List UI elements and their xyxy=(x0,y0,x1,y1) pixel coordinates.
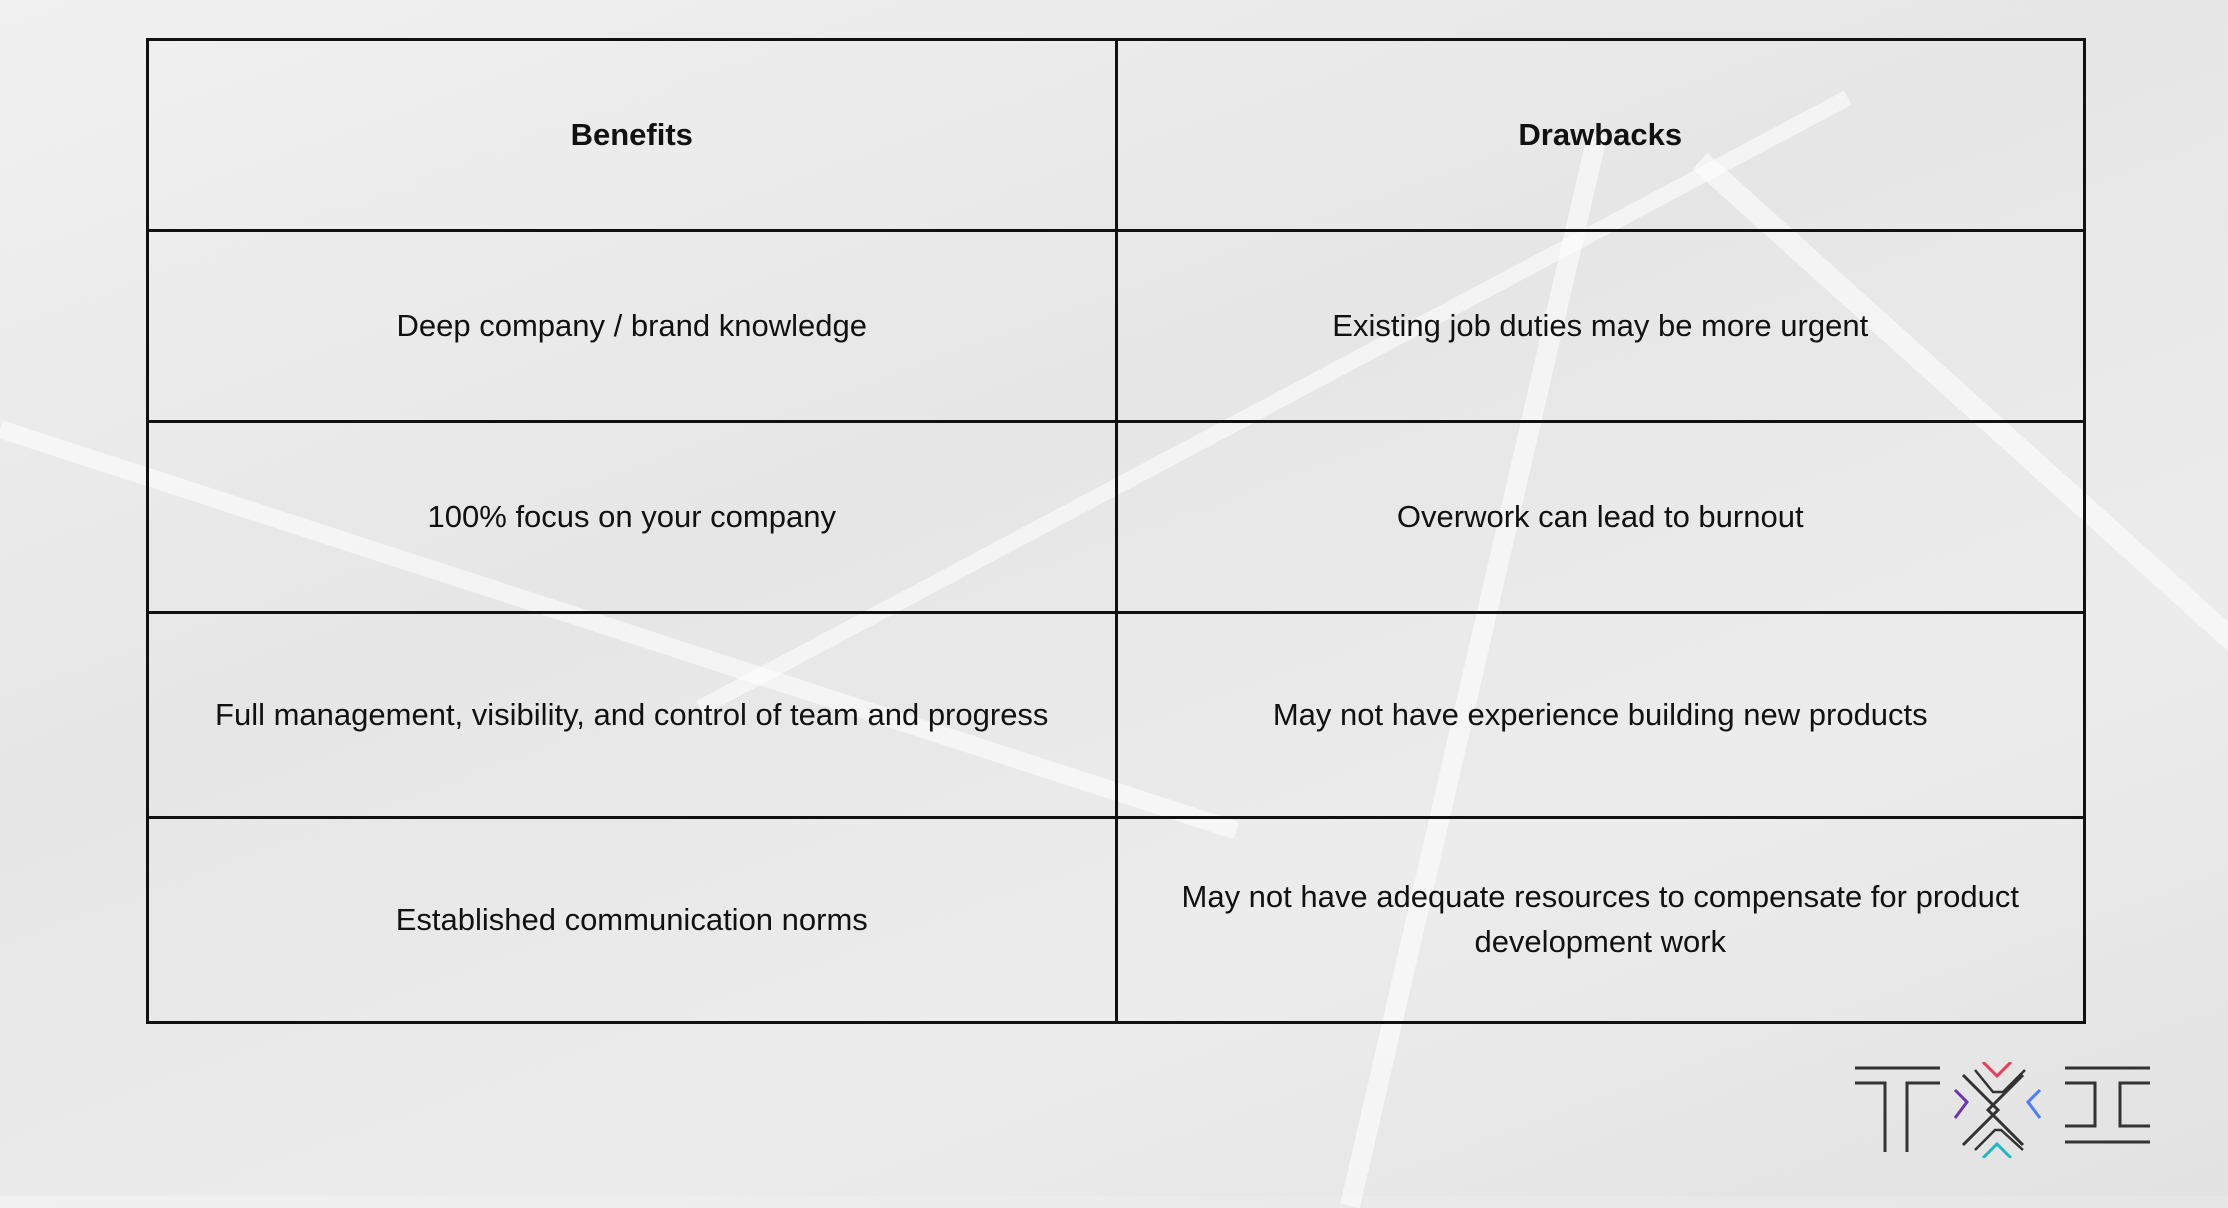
drawback-cell: May not have adequate resources to compe… xyxy=(1114,816,2086,1024)
drawback-cell: Existing job duties may be more urgent xyxy=(1114,229,2086,423)
drawback-cell: May not have experience building new pro… xyxy=(1114,611,2086,819)
benefits-drawbacks-table: Benefits Drawbacks Deep company / brand … xyxy=(146,38,2086,1024)
benefit-cell: Deep company / brand knowledge xyxy=(146,229,1118,423)
table-row: Established communication norms May not … xyxy=(146,816,2086,1024)
table-row: 100% focus on your company Overwork can … xyxy=(146,420,2086,614)
logo-top-chevron xyxy=(1981,1062,2013,1079)
benefit-cell: 100% focus on your company xyxy=(146,420,1118,614)
txc-logo xyxy=(1855,1062,2150,1158)
header-benefits: Benefits xyxy=(146,38,1118,232)
logo-left-chevron xyxy=(1953,1088,1969,1119)
drawback-cell: Overwork can lead to burnout xyxy=(1114,420,2086,614)
table-row: Full management, visibility, and control… xyxy=(146,611,2086,819)
benefit-cell: Established communication norms xyxy=(146,816,1118,1024)
header-drawbacks: Drawbacks xyxy=(1114,38,2086,232)
logo-bottom-chevron xyxy=(1981,1141,2013,1158)
table-header-row: Benefits Drawbacks xyxy=(146,38,2086,232)
table-row: Deep company / brand knowledge Existing … xyxy=(146,229,2086,423)
benefit-cell: Full management, visibility, and control… xyxy=(146,611,1118,819)
logo-right-chevron xyxy=(2026,1088,2042,1119)
